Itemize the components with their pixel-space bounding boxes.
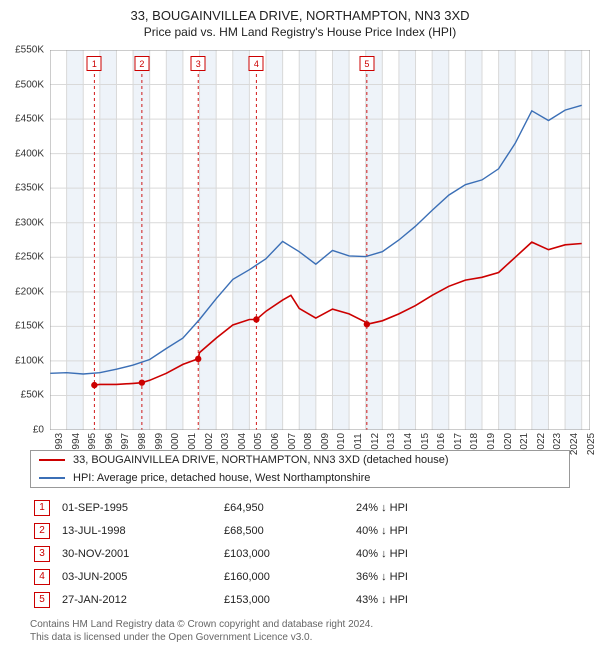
legend-label: HPI: Average price, detached house, West… <box>73 472 370 484</box>
y-axis-label: £500K <box>15 79 50 90</box>
row-index-box: 2 <box>34 523 50 539</box>
footer-attribution: Contains HM Land Registry data © Crown c… <box>30 618 570 644</box>
cell-pct: 40% ↓ HPI <box>356 525 496 537</box>
cell-price: £68,500 <box>224 525 344 537</box>
chart-svg <box>50 50 590 430</box>
footer-line: This data is licensed under the Open Gov… <box>30 631 570 644</box>
chart-marker: 1 <box>87 56 102 71</box>
y-axis-label: £200K <box>15 286 50 297</box>
y-axis-label: £350K <box>15 183 50 194</box>
y-axis-label: £100K <box>15 355 50 366</box>
table-row: 4 03-JUN-2005 £160,000 36% ↓ HPI <box>30 565 570 588</box>
cell-price: £103,000 <box>224 548 344 560</box>
table-row: 5 27-JAN-2012 £153,000 43% ↓ HPI <box>30 588 570 611</box>
legend-label: 33, BOUGAINVILLEA DRIVE, NORTHAMPTON, NN… <box>73 454 449 466</box>
x-axis-label: 2025 <box>582 433 597 455</box>
transactions-table: 1 01-SEP-1995 £64,950 24% ↓ HPI 2 13-JUL-1998… <box>30 496 570 611</box>
table-row: 2 13-JUL-1998 £68,500 40% ↓ HPI <box>30 519 570 542</box>
cell-price: £153,000 <box>224 594 344 606</box>
chart-marker: 3 <box>191 56 206 71</box>
y-axis-label: £550K <box>15 45 50 56</box>
y-axis-label: £50K <box>21 390 50 401</box>
legend-item-property: 33, BOUGAINVILLEA DRIVE, NORTHAMPTON, NN… <box>31 451 569 469</box>
cell-pct: 24% ↓ HPI <box>356 502 496 514</box>
cell-date: 03-JUN-2005 <box>62 571 212 583</box>
cell-pct: 40% ↓ HPI <box>356 548 496 560</box>
cell-pct: 43% ↓ HPI <box>356 594 496 606</box>
cell-pct: 36% ↓ HPI <box>356 571 496 583</box>
legend-swatch <box>39 459 65 461</box>
chart-marker: 5 <box>359 56 374 71</box>
legend-swatch <box>39 477 65 479</box>
y-axis-label: £450K <box>15 114 50 125</box>
cell-date: 13-JUL-1998 <box>62 525 212 537</box>
chart: £0£50K£100K£150K£200K£250K£300K£350K£400… <box>50 50 590 430</box>
y-axis-label: £300K <box>15 217 50 228</box>
chart-marker: 2 <box>134 56 149 71</box>
y-axis-label: £250K <box>15 252 50 263</box>
cell-date: 01-SEP-1995 <box>62 502 212 514</box>
row-index-box: 3 <box>34 546 50 562</box>
y-axis-label: £400K <box>15 148 50 159</box>
row-index-box: 4 <box>34 569 50 585</box>
row-index-box: 1 <box>34 500 50 516</box>
row-index-box: 5 <box>34 592 50 608</box>
table-row: 1 01-SEP-1995 £64,950 24% ↓ HPI <box>30 496 570 519</box>
footer-line: Contains HM Land Registry data © Crown c… <box>30 618 570 631</box>
page-subtitle: Price paid vs. HM Land Registry's House … <box>0 25 600 39</box>
cell-price: £64,950 <box>224 502 344 514</box>
page-title: 33, BOUGAINVILLEA DRIVE, NORTHAMPTON, NN… <box>0 8 600 23</box>
chart-marker: 4 <box>249 56 264 71</box>
legend-item-hpi: HPI: Average price, detached house, West… <box>31 469 569 487</box>
cell-date: 30-NOV-2001 <box>62 548 212 560</box>
table-row: 3 30-NOV-2001 £103,000 40% ↓ HPI <box>30 542 570 565</box>
y-axis-label: £0 <box>33 425 50 436</box>
cell-price: £160,000 <box>224 571 344 583</box>
legend: 33, BOUGAINVILLEA DRIVE, NORTHAMPTON, NN… <box>30 450 570 488</box>
y-axis-label: £150K <box>15 321 50 332</box>
cell-date: 27-JAN-2012 <box>62 594 212 606</box>
